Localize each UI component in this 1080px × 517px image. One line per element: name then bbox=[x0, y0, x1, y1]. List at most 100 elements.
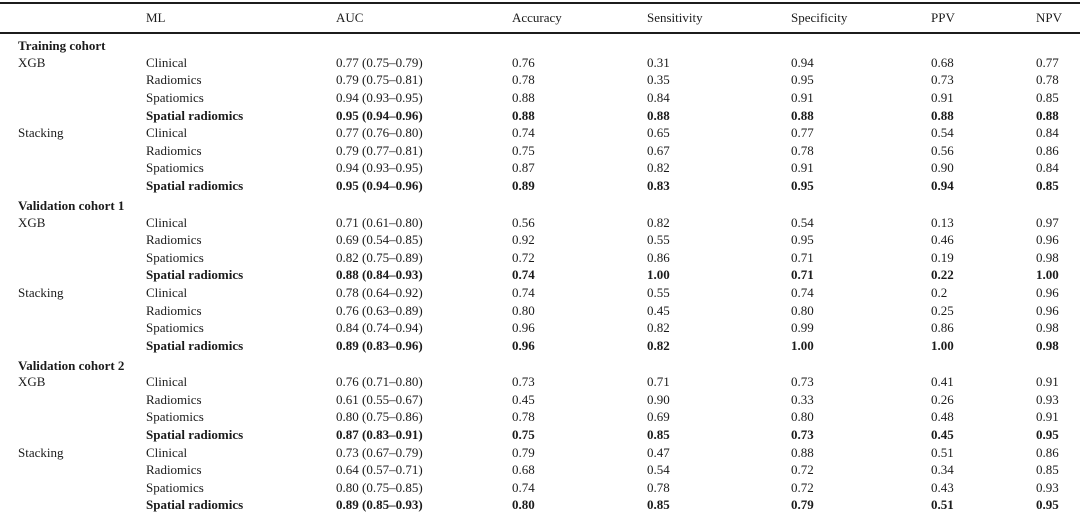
npv-cell: 0.98 bbox=[1036, 249, 1059, 265]
section-title: Validation cohort 2 bbox=[18, 357, 125, 373]
column-header-auc: AUC bbox=[336, 3, 512, 34]
accuracy-cell: 0.74 bbox=[512, 267, 535, 283]
specificity-cell: 0.77 bbox=[791, 125, 814, 141]
auc-cell: 0.80 (0.75–0.85) bbox=[336, 479, 423, 495]
auc-cell: 0.89 (0.83–0.96) bbox=[336, 337, 423, 353]
accuracy-cell: 0.78 bbox=[512, 72, 535, 88]
column-header-specificity: Specificity bbox=[791, 3, 931, 34]
npv-cell: 0.85 bbox=[1036, 89, 1059, 105]
sensitivity-cell: 0.88 bbox=[647, 107, 670, 123]
specificity-cell: 0.33 bbox=[791, 391, 814, 407]
sensitivity-cell: 0.85 bbox=[647, 427, 670, 443]
npv-cell: 0.84 bbox=[1036, 125, 1059, 141]
sensitivity-cell: 0.45 bbox=[647, 302, 670, 318]
specificity-cell: 0.79 bbox=[791, 497, 814, 513]
ppv-cell: 0.48 bbox=[931, 409, 954, 425]
section-header-row: Validation cohort 1 bbox=[0, 195, 1080, 214]
auc-cell: 0.69 (0.54–0.85) bbox=[336, 232, 423, 248]
table-row: Spatiomics 0.80 (0.75–0.86) 0.78 0.69 0.80 0.… bbox=[0, 409, 1080, 427]
section-title: Training cohort bbox=[18, 38, 106, 53]
sensitivity-cell: 0.83 bbox=[647, 177, 670, 193]
table-row: Spatiomics 0.80 (0.75–0.85) 0.74 0.78 0.72 0.… bbox=[0, 479, 1080, 497]
accuracy-cell: 0.89 bbox=[512, 177, 535, 193]
specificity-cell: 0.74 bbox=[791, 284, 814, 300]
column-header-ppv: PPV bbox=[931, 3, 1036, 34]
model-cell bbox=[0, 497, 146, 515]
specificity-cell: 0.94 bbox=[791, 54, 814, 70]
accuracy-cell: 0.45 bbox=[512, 391, 535, 407]
auc-cell: 0.95 (0.94–0.96) bbox=[336, 107, 423, 123]
auc-cell: 0.87 (0.83–0.91) bbox=[336, 427, 423, 443]
specificity-cell: 0.71 bbox=[791, 249, 814, 265]
sensitivity-cell: 0.71 bbox=[647, 374, 670, 390]
accuracy-cell: 0.80 bbox=[512, 302, 535, 318]
sensitivity-cell: 0.54 bbox=[647, 462, 670, 478]
specificity-cell: 0.91 bbox=[791, 160, 814, 176]
model-cell bbox=[0, 391, 146, 409]
npv-cell: 1.00 bbox=[1036, 267, 1059, 283]
accuracy-cell: 0.92 bbox=[512, 232, 535, 248]
accuracy-cell: 0.74 bbox=[512, 479, 535, 495]
ppv-cell: 0.51 bbox=[931, 497, 954, 513]
ppv-cell: 0.90 bbox=[931, 160, 954, 176]
ml-feature-cell: Spatiomics bbox=[146, 320, 204, 336]
npv-cell: 0.88 bbox=[1036, 107, 1059, 123]
model-cell bbox=[0, 142, 146, 160]
npv-cell: 0.98 bbox=[1036, 320, 1059, 336]
auc-cell: 0.84 (0.74–0.94) bbox=[336, 320, 423, 336]
table-row: Radiomics 0.76 (0.63–0.89) 0.80 0.45 0.80 0.2… bbox=[0, 302, 1080, 320]
npv-cell: 0.85 bbox=[1036, 462, 1059, 478]
ml-feature-cell: Spatiomics bbox=[146, 479, 204, 495]
specificity-cell: 0.99 bbox=[791, 320, 814, 336]
model-cell: XGB bbox=[18, 54, 46, 70]
ml-feature-cell: Clinical bbox=[146, 374, 188, 390]
ppv-cell: 0.73 bbox=[931, 72, 954, 88]
npv-cell: 0.85 bbox=[1036, 177, 1059, 193]
ppv-cell: 0.68 bbox=[931, 54, 954, 70]
npv-cell: 0.86 bbox=[1036, 444, 1059, 460]
npv-cell: 0.97 bbox=[1036, 214, 1059, 230]
specificity-cell: 0.95 bbox=[791, 232, 814, 248]
ppv-cell: 0.22 bbox=[931, 267, 954, 283]
ppv-cell: 0.88 bbox=[931, 107, 954, 123]
model-cell bbox=[0, 461, 146, 479]
model-cell bbox=[0, 72, 146, 90]
ml-feature-cell: Spatial radiomics bbox=[146, 177, 244, 193]
model-cell bbox=[0, 177, 146, 195]
model-cell bbox=[0, 267, 146, 285]
ppv-cell: 0.86 bbox=[931, 320, 954, 336]
ppv-cell: 0.34 bbox=[931, 462, 954, 478]
auc-cell: 0.76 (0.71–0.80) bbox=[336, 374, 423, 390]
accuracy-cell: 0.75 bbox=[512, 427, 535, 443]
ml-feature-cell: Spatial radiomics bbox=[146, 107, 244, 123]
ml-feature-cell: Radiomics bbox=[146, 72, 202, 88]
accuracy-cell: 0.79 bbox=[512, 444, 535, 460]
table-row: Radiomics 0.69 (0.54–0.85) 0.92 0.55 0.95 0.4… bbox=[0, 231, 1080, 249]
npv-cell: 0.95 bbox=[1036, 427, 1059, 443]
ml-feature-cell: Spatial radiomics bbox=[146, 337, 244, 353]
model-cell bbox=[0, 319, 146, 337]
auc-cell: 0.76 (0.63–0.89) bbox=[336, 302, 423, 318]
specificity-cell: 0.71 bbox=[791, 267, 814, 283]
ppv-cell: 0.19 bbox=[931, 249, 954, 265]
specificity-cell: 1.00 bbox=[791, 337, 814, 353]
ml-feature-cell: Clinical bbox=[146, 54, 188, 70]
npv-cell: 0.91 bbox=[1036, 374, 1059, 390]
npv-cell: 0.91 bbox=[1036, 409, 1059, 425]
npv-cell: 0.98 bbox=[1036, 337, 1059, 353]
auc-cell: 0.82 (0.75–0.89) bbox=[336, 249, 423, 265]
model-cell bbox=[0, 302, 146, 320]
table-header: ML AUC Accuracy Sensitivity Specificity PPV NP… bbox=[0, 3, 1080, 34]
table-row: Radiomics 0.79 (0.77–0.81) 0.75 0.67 0.78 0.5… bbox=[0, 142, 1080, 160]
auc-cell: 0.71 (0.61–0.80) bbox=[336, 214, 423, 230]
column-header-ml: ML bbox=[146, 3, 336, 34]
model-cell bbox=[0, 426, 146, 444]
auc-cell: 0.94 (0.93–0.95) bbox=[336, 89, 423, 105]
sensitivity-cell: 0.84 bbox=[647, 89, 670, 105]
accuracy-cell: 0.75 bbox=[512, 142, 535, 158]
ppv-cell: 0.43 bbox=[931, 479, 954, 495]
ml-feature-cell: Clinical bbox=[146, 214, 188, 230]
ml-feature-cell: Spatiomics bbox=[146, 89, 204, 105]
table-row: XGB Clinical 0.71 (0.61–0.80) 0.56 0.82 0.54 0… bbox=[0, 214, 1080, 232]
